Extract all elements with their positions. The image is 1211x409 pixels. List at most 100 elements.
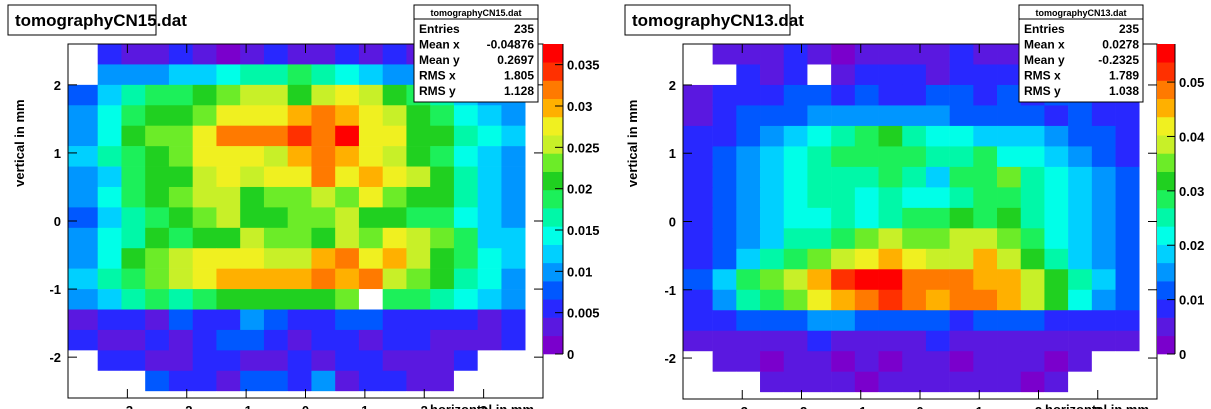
heatmap-cell [831, 392, 856, 400]
heatmap-cell [430, 186, 455, 208]
heatmap-cell [878, 310, 903, 332]
heatmap-cell [121, 84, 146, 106]
color-bar-segment [1157, 116, 1175, 136]
heatmap-cell [406, 248, 431, 269]
heatmap-cell [949, 207, 974, 229]
heatmap-cell [925, 84, 950, 106]
heatmap-cell [1091, 371, 1116, 393]
heatmap-cell [997, 64, 1022, 86]
y-tick-label: 1 [669, 146, 676, 161]
heatmap-cell [121, 370, 146, 392]
heatmap-cell [311, 309, 336, 331]
color-bar-segment [1157, 189, 1175, 209]
heatmap-cell [335, 105, 360, 126]
x-tick-label: 2 [421, 403, 428, 409]
heatmap-cell [925, 392, 950, 400]
heatmap-cell [263, 125, 288, 147]
heatmap-cell [997, 84, 1022, 106]
heatmap-cell [925, 310, 950, 332]
heatmap-cell [430, 207, 455, 229]
heatmap-cell [1068, 371, 1093, 393]
heatmap-cell [192, 350, 217, 372]
heatmap-cell [358, 84, 383, 106]
heatmap-cell [97, 309, 122, 331]
heatmap-cell [1091, 187, 1116, 209]
color-bar-tick-label: 0 [567, 347, 574, 362]
heatmap-cell [1020, 146, 1045, 168]
heatmap-cell [683, 330, 713, 352]
heatmap-cell [335, 146, 360, 167]
heatmap-cell [1091, 228, 1116, 250]
x-axis-label: horizontal in mm [430, 402, 534, 409]
heatmap-cell [430, 309, 455, 331]
heatmap-cell [1068, 105, 1093, 127]
heatmap-cell [973, 84, 998, 106]
heatmap-cell [712, 351, 737, 372]
heatmap-cell [783, 84, 808, 106]
heatmap-cell [430, 329, 455, 351]
heatmap-cell [121, 391, 146, 399]
heatmap-cell [925, 105, 950, 127]
color-bar-segment [1157, 135, 1175, 154]
heatmap-cell [760, 105, 785, 127]
y-tick-label: -2 [664, 351, 676, 366]
heatmap-cell [1091, 392, 1116, 400]
heatmap-cell [807, 392, 832, 400]
color-bar-tick-label: 0.005 [567, 306, 600, 321]
heatmap-cell [783, 44, 808, 65]
x-tick-label: 0 [916, 404, 923, 409]
heatmap-cell [121, 289, 146, 310]
heatmap-cell [453, 391, 478, 399]
heatmap-cell [878, 248, 903, 270]
heatmap-cell [358, 227, 383, 249]
heatmap-cell [807, 248, 832, 270]
heatmap-cell [807, 269, 832, 291]
heatmap-cell [97, 146, 122, 167]
heatmap-cell [382, 391, 407, 399]
heatmap-cell [216, 64, 241, 86]
heatmap-cell [192, 309, 217, 331]
heatmap-cell [783, 351, 808, 372]
color-bar-segment [543, 98, 563, 118]
heatmap-cell [453, 248, 478, 269]
heatmap-cell [878, 392, 903, 400]
heatmap-cell [736, 187, 761, 209]
heatmap-cell [311, 146, 336, 167]
heatmap-cell [949, 84, 974, 106]
heatmap-cell [1044, 392, 1069, 400]
color-bar-segment [543, 335, 563, 355]
heatmap-cell [1020, 125, 1045, 147]
y-tick-label: 0 [54, 214, 61, 229]
heatmap-cell [335, 370, 360, 392]
heatmap-cell [168, 391, 193, 399]
x-tick-label: 3 [1094, 404, 1101, 409]
heatmap-cell [1115, 269, 1140, 291]
heatmap-cell [97, 44, 122, 65]
heatmap-cell [263, 309, 288, 331]
heatmap-cell [453, 370, 478, 392]
heatmap-cell [783, 146, 808, 168]
heatmap-cell [97, 268, 122, 290]
color-bar-segment [543, 189, 563, 209]
heatmap-cell [121, 64, 146, 86]
heatmap-cell [902, 105, 927, 127]
heatmap-cell [902, 330, 927, 352]
heatmap-cell [831, 84, 856, 106]
heatmap-cell [949, 248, 974, 270]
heatmap-cell [973, 64, 998, 86]
heatmap-cell [287, 207, 312, 229]
heatmap-cell [854, 105, 879, 127]
heatmap-cell [997, 392, 1022, 400]
stats-label: RMS y [419, 84, 456, 98]
heatmap-cell [335, 289, 360, 310]
stats-label: RMS x [1024, 69, 1061, 83]
heatmap-cell [831, 105, 856, 127]
heatmap-cell [335, 64, 360, 86]
heatmap-cell [902, 166, 927, 188]
heatmap-cell [311, 227, 336, 249]
heatmap-cell [97, 84, 122, 106]
stats-box-border [1018, 4, 1144, 103]
heatmap-cell [240, 350, 265, 372]
heatmap-cell [382, 350, 407, 372]
heatmap-cell [501, 207, 526, 229]
